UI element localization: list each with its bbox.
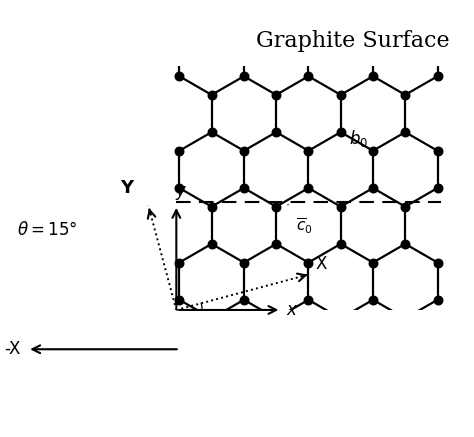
Point: [434, 73, 441, 80]
Point: [337, 203, 345, 210]
Text: -X: -X: [4, 340, 20, 358]
Text: $\theta=15°$: $\theta=15°$: [17, 221, 78, 239]
Text: $\overline{c}_0$: $\overline{c}_0$: [296, 216, 313, 236]
Point: [337, 128, 345, 135]
Text: Graphite Surface: Graphite Surface: [255, 30, 449, 52]
Point: [175, 73, 183, 80]
Point: [305, 296, 312, 303]
Text: Y: Y: [120, 179, 133, 197]
Point: [175, 296, 183, 303]
Point: [369, 73, 377, 80]
Point: [305, 184, 312, 191]
Point: [208, 203, 215, 210]
Text: $b_0$: $b_0$: [349, 128, 368, 149]
Point: [240, 259, 248, 266]
Text: y: y: [175, 181, 185, 200]
Point: [401, 128, 409, 135]
Point: [175, 259, 183, 266]
Point: [434, 259, 441, 266]
Point: [175, 184, 183, 191]
Point: [175, 147, 183, 154]
Point: [434, 296, 441, 303]
Point: [273, 203, 280, 210]
Point: [273, 240, 280, 247]
Point: [401, 91, 409, 98]
Point: [434, 147, 441, 154]
Point: [434, 184, 441, 191]
Point: [369, 184, 377, 191]
Point: [208, 240, 215, 247]
Point: [305, 147, 312, 154]
Point: [273, 91, 280, 98]
Point: [369, 147, 377, 154]
Point: [337, 240, 345, 247]
Point: [208, 128, 215, 135]
Point: [240, 73, 248, 80]
Point: [305, 259, 312, 266]
Point: [369, 296, 377, 303]
Point: [337, 91, 345, 98]
Point: [240, 147, 248, 154]
Point: [401, 203, 409, 210]
Point: [208, 91, 215, 98]
Text: X: X: [316, 255, 327, 273]
Point: [369, 259, 377, 266]
Point: [240, 184, 248, 191]
Point: [305, 73, 312, 80]
Point: [240, 296, 248, 303]
Text: x: x: [287, 301, 297, 319]
Point: [401, 240, 409, 247]
Point: [273, 128, 280, 135]
